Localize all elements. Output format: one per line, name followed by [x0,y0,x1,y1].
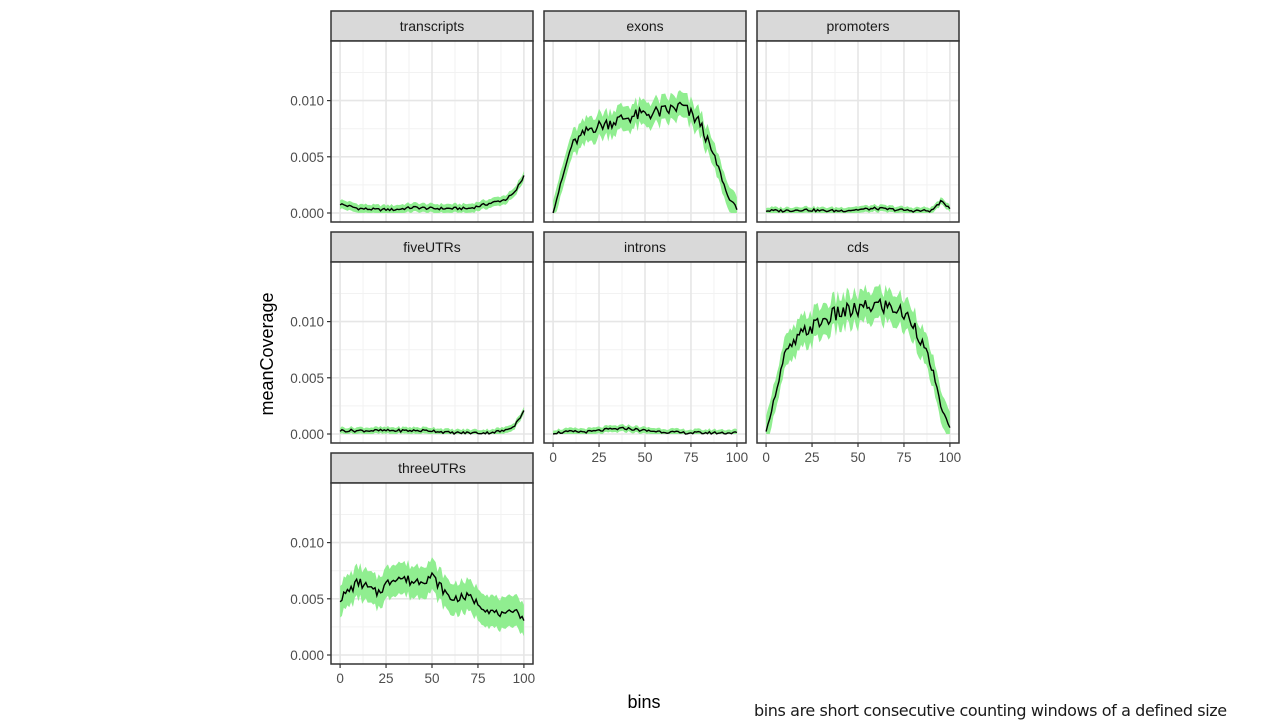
panel-cds: cds [756,231,960,444]
strip-fiveUTRs [330,231,534,263]
mean-line-exons [552,101,738,214]
panel-transcripts: transcripts 0.000 0.005 0.010 [290,10,534,223]
x-tick-label: 100 [726,450,749,465]
panel-introns: introns [543,231,747,444]
x-tick-label: 100 [939,450,962,465]
strip-label-fiveUTRs: fiveUTRs [403,239,461,255]
mean-line-fiveUTRs [339,410,525,435]
x-tick-label: 25 [592,450,607,465]
x-tick-label: 75 [896,450,911,465]
panel-exons: exons [543,10,747,223]
x-tick-label: 75 [470,671,485,686]
confidence-band-transcripts [340,170,524,213]
strip-label-introns: introns [624,239,666,255]
y-tick-label: 0.010 [290,94,324,109]
strip-exons [543,10,747,42]
y-tick-label: 0.005 [290,592,324,607]
x-tick-label: 75 [683,450,698,465]
strip-label-exons: exons [626,18,663,34]
x-tick-label: 25 [805,450,820,465]
strip-threeUTRs [330,452,534,484]
strip-label-transcripts: transcripts [400,18,465,34]
x-tick-label: 0 [762,450,770,465]
mean-line-transcripts [339,175,525,212]
panel-promoters: promoters [756,10,960,223]
panel-border [330,261,534,444]
y-tick-label: 0.000 [290,648,324,663]
x-tick-label: 0 [549,450,557,465]
confidence-band-threeUTRs [340,557,524,637]
mean-line-promoters [765,199,951,213]
x-tick-label: 100 [513,671,536,686]
strip-label-threeUTRs: threeUTRs [398,460,466,476]
x-tick-label: 0 [336,671,344,686]
strip-transcripts [330,10,534,42]
y-tick-label: 0.005 [290,150,324,165]
y-tick-label: 0.010 [290,536,324,551]
y-tick-label: 0.000 [290,427,324,442]
y-axis-title: meanCoverage [257,292,277,415]
panel-threeUTRs: threeUTRs 0.000 0.005 0.010 [290,452,534,665]
mean-line-cds [765,297,951,432]
y-tick-label: 0.000 [290,206,324,221]
confidence-band-cds [766,283,950,434]
panel-border [543,40,747,223]
strip-label-promoters: promoters [826,18,889,34]
mean-line-threeUTRs [339,571,525,621]
x-tick-label: 50 [637,450,652,465]
x-axis-threeUTRs: 0 25 50 75 100 [336,664,535,686]
confidence-band-introns [553,424,737,434]
x-axis-cds: 0 25 50 75 100 [762,443,961,465]
strip-label-cds: cds [847,239,869,255]
panel-border [756,40,960,223]
bins-footnote: bins are short consecutive counting wind… [754,701,1227,720]
strip-introns [543,231,747,263]
panel-border [330,40,534,223]
x-tick-label: 25 [379,671,394,686]
confidence-band-fiveUTRs [340,407,524,434]
x-tick-label: 50 [424,671,439,686]
mean-line-introns [552,426,738,435]
y-tick-label: 0.010 [290,315,324,330]
x-tick-label: 50 [850,450,865,465]
x-axis-introns: 0 25 50 75 100 [549,443,748,465]
panel-fiveUTRs: fiveUTRs 0.000 0.005 0.010 [290,231,534,444]
y-tick-label: 0.005 [290,371,324,386]
x-axis-title: bins [627,692,660,712]
confidence-band-promoters [766,197,950,213]
